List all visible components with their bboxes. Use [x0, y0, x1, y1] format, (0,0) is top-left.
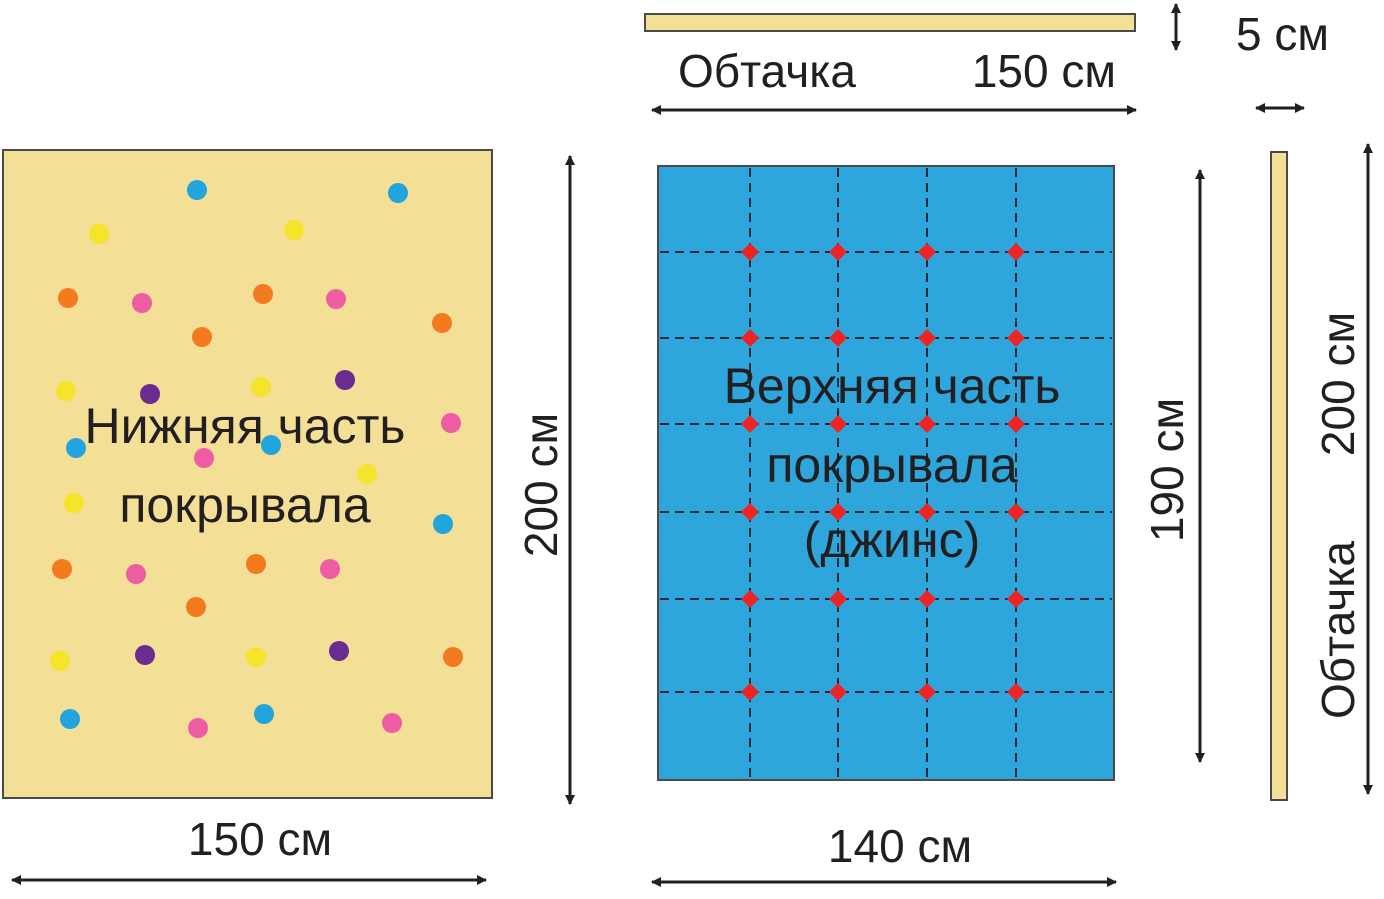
binding-width-label: 5 см — [1236, 8, 1329, 60]
bottom-width-label: 150 см — [188, 813, 332, 865]
red-diamond-icon — [918, 503, 936, 521]
dot-icon — [326, 289, 346, 309]
dot-icon — [320, 559, 340, 579]
red-diamond-icon — [1007, 243, 1025, 261]
red-diamond-icon — [918, 683, 936, 701]
dot-icon — [58, 288, 78, 308]
dot-icon — [335, 370, 355, 390]
red-diamond-icon — [918, 243, 936, 261]
binding-strip-top: Обтачка 150 см 5 см — [644, 3, 1329, 115]
red-diamond-icon — [741, 590, 759, 608]
dot-icon — [194, 448, 214, 468]
dot-icon — [443, 647, 463, 667]
top-height-dimension: 190 см — [1141, 169, 1205, 763]
top-part-label-line1: Верхняя часть — [724, 358, 1061, 414]
bottom-height-dimension: 200 см — [515, 155, 575, 805]
dot-icon — [89, 224, 109, 244]
dot-icon — [56, 381, 76, 401]
dot-icon — [432, 313, 452, 333]
red-diamond-icon — [829, 590, 847, 608]
dot-icon — [50, 651, 70, 671]
bottom-width-dimension: 150 см — [11, 813, 487, 885]
red-diamond-icon — [829, 243, 847, 261]
binding-side-length-label: 200 см — [1312, 312, 1364, 456]
top-part-label-line3: (джинс) — [804, 512, 980, 568]
dot-icon — [253, 284, 273, 304]
red-diamond-icon — [829, 503, 847, 521]
dot-icon — [251, 377, 271, 397]
binding-side-label: Обтачка — [1312, 541, 1364, 719]
dot-icon — [246, 554, 266, 574]
dot-icon — [60, 709, 80, 729]
binding-top-label: Обтачка — [678, 45, 856, 97]
red-diamond-icon — [918, 415, 936, 433]
binding-strip-side: Обтачка 200 см — [1255, 103, 1373, 801]
binding-top-length-label: 150 см — [972, 45, 1116, 97]
red-diamond-icon — [829, 683, 847, 701]
dot-icon — [188, 718, 208, 738]
dot-icon — [357, 464, 377, 484]
bottom-fabric-rect — [2, 149, 493, 799]
dot-icon — [64, 493, 84, 513]
red-diamond-icon — [1007, 503, 1025, 521]
dot-icon — [187, 180, 207, 200]
top-part-panel: Верхняя часть покрывала (джинс) — [657, 165, 1115, 781]
dot-icon — [433, 514, 453, 534]
top-height-label: 190 см — [1141, 398, 1193, 542]
seam-grid — [660, 168, 1112, 778]
red-diamond-icon — [1007, 415, 1025, 433]
dot-icon — [261, 435, 281, 455]
bottom-part-panel: Нижняя часть покрывала — [2, 149, 493, 799]
red-diamond-icon — [741, 329, 759, 347]
polka-dots — [50, 180, 463, 738]
bottom-part-label-line1: Нижняя часть — [85, 398, 406, 454]
red-diamond-icon — [1007, 683, 1025, 701]
binding-side-rect — [1270, 151, 1288, 801]
dot-icon — [135, 645, 155, 665]
dot-icon — [66, 438, 86, 458]
dot-icon — [388, 183, 408, 203]
red-diamond-icon — [918, 329, 936, 347]
dot-icon — [132, 293, 152, 313]
top-part-label-line2: покрывала — [766, 437, 1017, 493]
dot-icon — [126, 564, 146, 584]
dot-icon — [284, 220, 304, 240]
red-diamond-icon — [829, 415, 847, 433]
dot-icon — [254, 704, 274, 724]
dot-icon — [441, 413, 461, 433]
dot-icon — [192, 327, 212, 347]
tack-marks — [741, 243, 1025, 701]
binding-top-rect — [644, 13, 1136, 32]
bottom-part-label-line2: покрывала — [119, 477, 370, 533]
red-diamond-icon — [741, 683, 759, 701]
dot-icon — [52, 559, 72, 579]
dot-icon — [382, 713, 402, 733]
red-diamond-icon — [741, 415, 759, 433]
red-diamond-icon — [741, 243, 759, 261]
dot-icon — [140, 384, 160, 404]
red-diamond-icon — [1007, 590, 1025, 608]
dot-icon — [246, 647, 266, 667]
red-diamond-icon — [918, 590, 936, 608]
top-fabric-rect — [657, 165, 1115, 781]
top-width-label: 140 см — [828, 820, 972, 872]
red-diamond-icon — [829, 329, 847, 347]
red-diamond-icon — [741, 503, 759, 521]
dot-icon — [186, 597, 206, 617]
dot-icon — [329, 641, 349, 661]
top-width-dimension: 140 см — [651, 820, 1117, 887]
bottom-height-label: 200 см — [515, 413, 567, 557]
red-diamond-icon — [1007, 329, 1025, 347]
